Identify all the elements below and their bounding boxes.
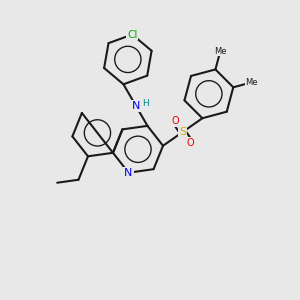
- Text: Me: Me: [245, 78, 258, 87]
- Text: N: N: [132, 101, 140, 111]
- Text: Me: Me: [214, 46, 226, 56]
- Text: O: O: [186, 138, 194, 148]
- Text: S: S: [179, 127, 186, 137]
- Text: Cl: Cl: [127, 29, 137, 40]
- Text: N: N: [124, 168, 133, 178]
- Text: H: H: [142, 99, 149, 108]
- Text: O: O: [171, 116, 179, 126]
